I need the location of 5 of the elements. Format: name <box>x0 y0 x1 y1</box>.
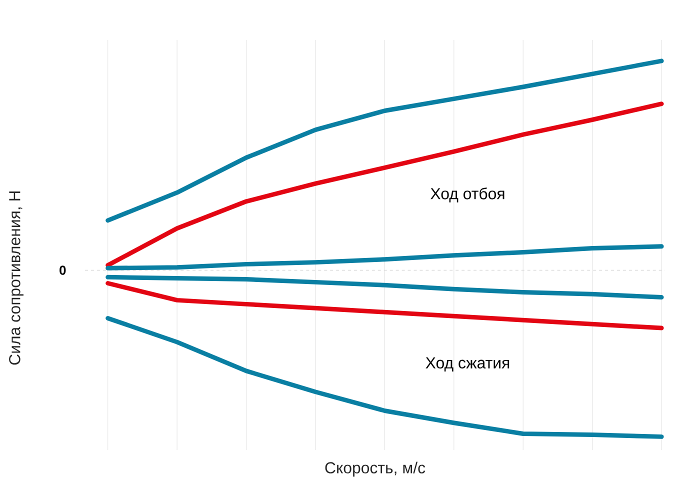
y-axis-title: Сила сопротивления, Н <box>9 192 24 365</box>
annotation: Ход сжатия <box>426 357 510 372</box>
ref-line-label: 0 <box>60 266 66 275</box>
x-axis-title: Скорость, м/с <box>325 462 426 477</box>
annotation: Ход отбоя <box>430 187 504 202</box>
